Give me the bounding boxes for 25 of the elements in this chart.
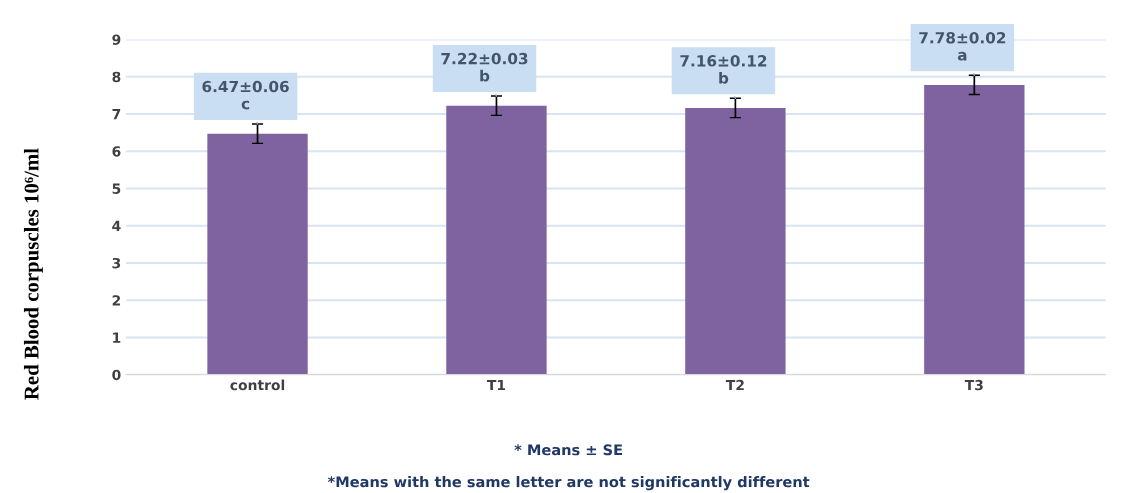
y-tick-label: 2 <box>112 295 121 306</box>
bar <box>685 107 786 375</box>
x-tick-label: T3 <box>964 379 983 391</box>
data-label: 7.22±0.03 b <box>441 52 528 82</box>
bar <box>924 84 1025 375</box>
y-tick-label: 7 <box>112 109 121 120</box>
bar <box>207 133 308 375</box>
bar <box>446 105 547 375</box>
x-tick-label: control <box>230 379 285 391</box>
y-tick-label: 1 <box>113 332 121 343</box>
data-label: 7.78±0.02 a <box>919 31 1006 61</box>
text: * Means ± SE <box>514 444 622 456</box>
y-tick-label: 3 <box>112 257 121 269</box>
y-tick-label: 0 <box>112 369 121 381</box>
y-tick-label: 5 <box>112 183 121 194</box>
y-axis-title: Red Blood corpuscles 10⁶/ml <box>23 148 43 400</box>
y-tick-label: 4 <box>112 220 121 231</box>
y-tick-label: 9 <box>112 34 121 45</box>
y-tick-label: 6 <box>112 146 121 157</box>
data-label: 6.47±0.06 c <box>202 80 289 110</box>
x-tick-label: T2 <box>725 379 744 391</box>
y-tick-label: 8 <box>112 71 121 83</box>
data-label: 7.16±0.12 b <box>680 55 767 84</box>
text: *Means with the same letter are not significantly different <box>327 476 810 491</box>
x-tick-label: T1 <box>486 379 506 391</box>
